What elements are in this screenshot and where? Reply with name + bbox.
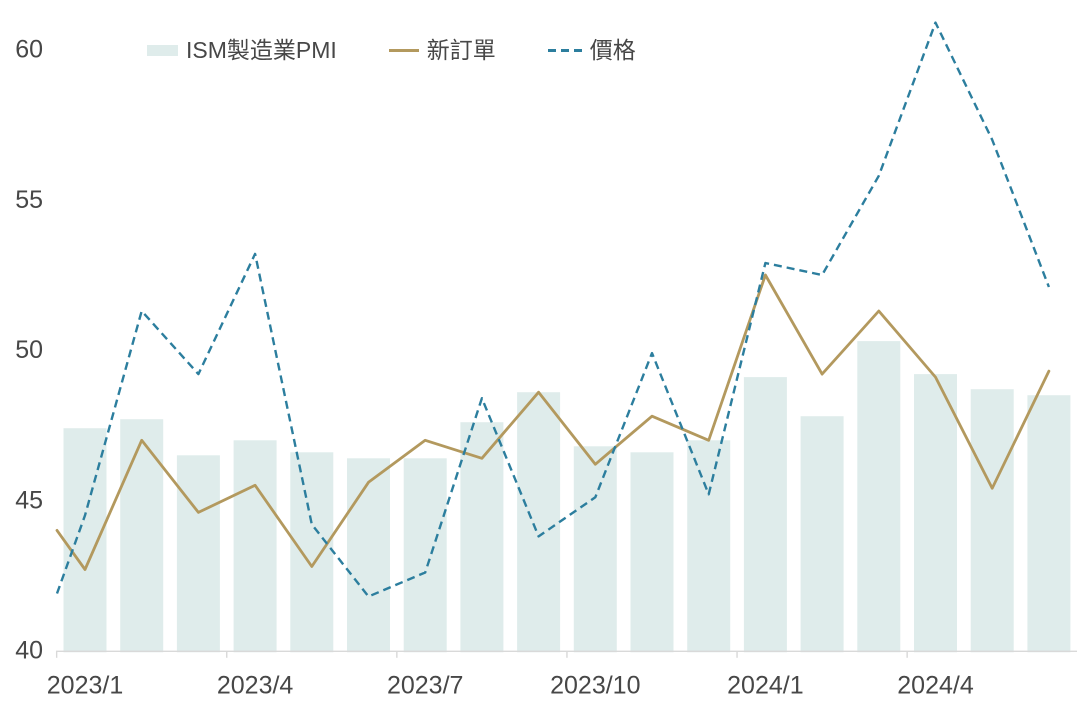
x-tick-label: 2024/1 xyxy=(727,672,803,700)
bar-2024/2 xyxy=(800,416,844,653)
legend-swatch-pmi-bar xyxy=(147,44,178,56)
bar-2023/3 xyxy=(176,455,220,653)
price-line xyxy=(55,21,1051,598)
legend-swatch-price-line xyxy=(547,48,582,52)
bar-2023/2 xyxy=(120,419,164,653)
bar-2024/5 xyxy=(970,389,1014,653)
x-tick-label: 2023/1 xyxy=(47,672,123,700)
bar-2024/3 xyxy=(857,341,901,653)
x-tick-label: 2023/7 xyxy=(387,672,463,700)
chart-legend: ISM製造業PMI 新訂單 價格 xyxy=(147,36,636,64)
bar-2023/11 xyxy=(630,452,674,653)
y-tick-label: 40 xyxy=(15,637,43,665)
legend-item-price: 價格 xyxy=(547,36,636,64)
bar-2023/9 xyxy=(517,392,561,653)
bar-2023/10 xyxy=(573,446,617,653)
y-tick-label: 50 xyxy=(15,336,43,364)
y-axis-labels: 40 45 50 55 60 xyxy=(15,36,43,665)
bar-series-pmi xyxy=(63,341,1071,653)
bar-2023/7 xyxy=(403,458,447,653)
x-axis xyxy=(55,650,1077,658)
bar-2023/6 xyxy=(347,458,390,653)
bar-2024/6 xyxy=(1027,395,1071,653)
x-tick-label: 2023/10 xyxy=(550,672,640,700)
bar-2024/1 xyxy=(743,377,787,653)
x-axis-labels: 2023/1 2023/4 2023/7 2023/10 2024/1 2024/4 xyxy=(47,672,974,700)
y-tick-label: 45 xyxy=(15,486,43,514)
legend-label-pmi: ISM製造業PMI xyxy=(186,37,337,63)
x-tick-label: 2024/4 xyxy=(897,672,974,700)
bar-2023/4 xyxy=(233,440,277,653)
new-orders-line xyxy=(55,273,1051,571)
legend-item-new-orders: 新訂單 xyxy=(388,36,496,64)
bar-2023/1 xyxy=(63,428,107,653)
legend-item-pmi: ISM製造業PMI xyxy=(147,36,337,64)
y-tick-label: 55 xyxy=(15,186,43,214)
y-tick-label: 60 xyxy=(15,36,43,64)
bar-2024/4 xyxy=(914,374,957,653)
bar-2023/5 xyxy=(290,452,334,653)
x-tick-label: 2023/4 xyxy=(217,672,294,700)
legend-label-price: 價格 xyxy=(589,37,636,63)
bar-2023/12 xyxy=(687,440,731,653)
legend-label-new-orders: 新訂單 xyxy=(426,37,496,63)
legend-swatch-orders-line xyxy=(388,48,419,52)
bar-2023/8 xyxy=(460,422,504,653)
